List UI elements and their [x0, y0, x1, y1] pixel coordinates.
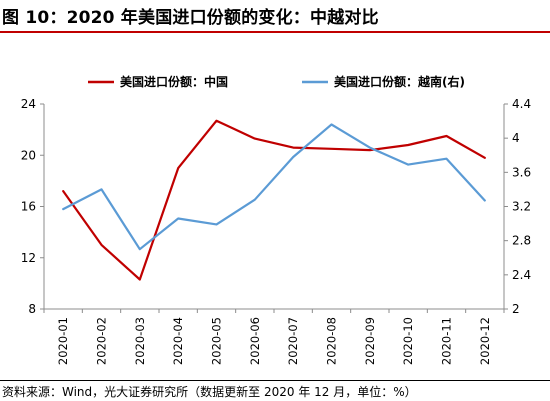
y-right-tick-label: 2 — [512, 302, 520, 316]
x-tick-label: 2020-08 — [325, 317, 339, 365]
y-left-tick-label: 24 — [21, 97, 36, 111]
x-tick-label: 2020-10 — [401, 317, 415, 365]
y-left-tick-label: 16 — [21, 200, 36, 214]
series-line-vietnam — [62, 123, 486, 251]
line-chart: 8 12 16 20 24 2 2.4 2.8 3.2 3.6 4 4.4 2020-01 2020-02… — [21, 74, 531, 365]
legend-label: 美国进口份额：越南(右) — [334, 74, 465, 89]
y-right-tick-label: 2.8 — [512, 234, 531, 248]
x-tick-label: 2020-05 — [210, 317, 224, 365]
x-tick-label: 2020-02 — [95, 317, 109, 365]
x-tick-label: 2020-01 — [56, 317, 70, 365]
y-right-tick-label: 4.4 — [512, 97, 531, 111]
y-right-tick-label: 3.6 — [512, 165, 531, 179]
y-right-tick-label: 4 — [512, 131, 520, 145]
x-tick-label: 2020-11 — [440, 317, 454, 365]
x-tick-label: 2020-09 — [363, 317, 377, 365]
x-tick-label: 2020-06 — [248, 317, 262, 365]
y-right-tick-label: 3.2 — [512, 200, 531, 214]
x-tick-label: 2020-04 — [171, 317, 185, 365]
y-left-tick-label: 12 — [21, 251, 36, 265]
footer-rule — [0, 380, 550, 381]
y-left-tick-label: 20 — [21, 148, 36, 162]
y-left-tick-label: 8 — [28, 302, 36, 316]
source-note: 资料来源：Wind，光大证券研究所（数据更新至 2020 年 12 月，单位：%… — [2, 385, 417, 399]
y-right-tick-label: 2.4 — [512, 268, 531, 282]
x-tick-label: 2020-03 — [133, 317, 147, 365]
x-tick-label: 2020-12 — [478, 317, 492, 365]
series-line-china — [62, 119, 486, 281]
figure-title: 图 10：2020 年美国进口份额的变化：中越对比 — [2, 8, 379, 28]
legend-label: 美国进口份额：中国 — [120, 74, 228, 89]
title-rule — [0, 31, 550, 33]
x-tick-label: 2020-07 — [286, 317, 300, 365]
title-row: 图 10：2020 年美国进口份额的变化：中越对比 — [0, 0, 550, 33]
